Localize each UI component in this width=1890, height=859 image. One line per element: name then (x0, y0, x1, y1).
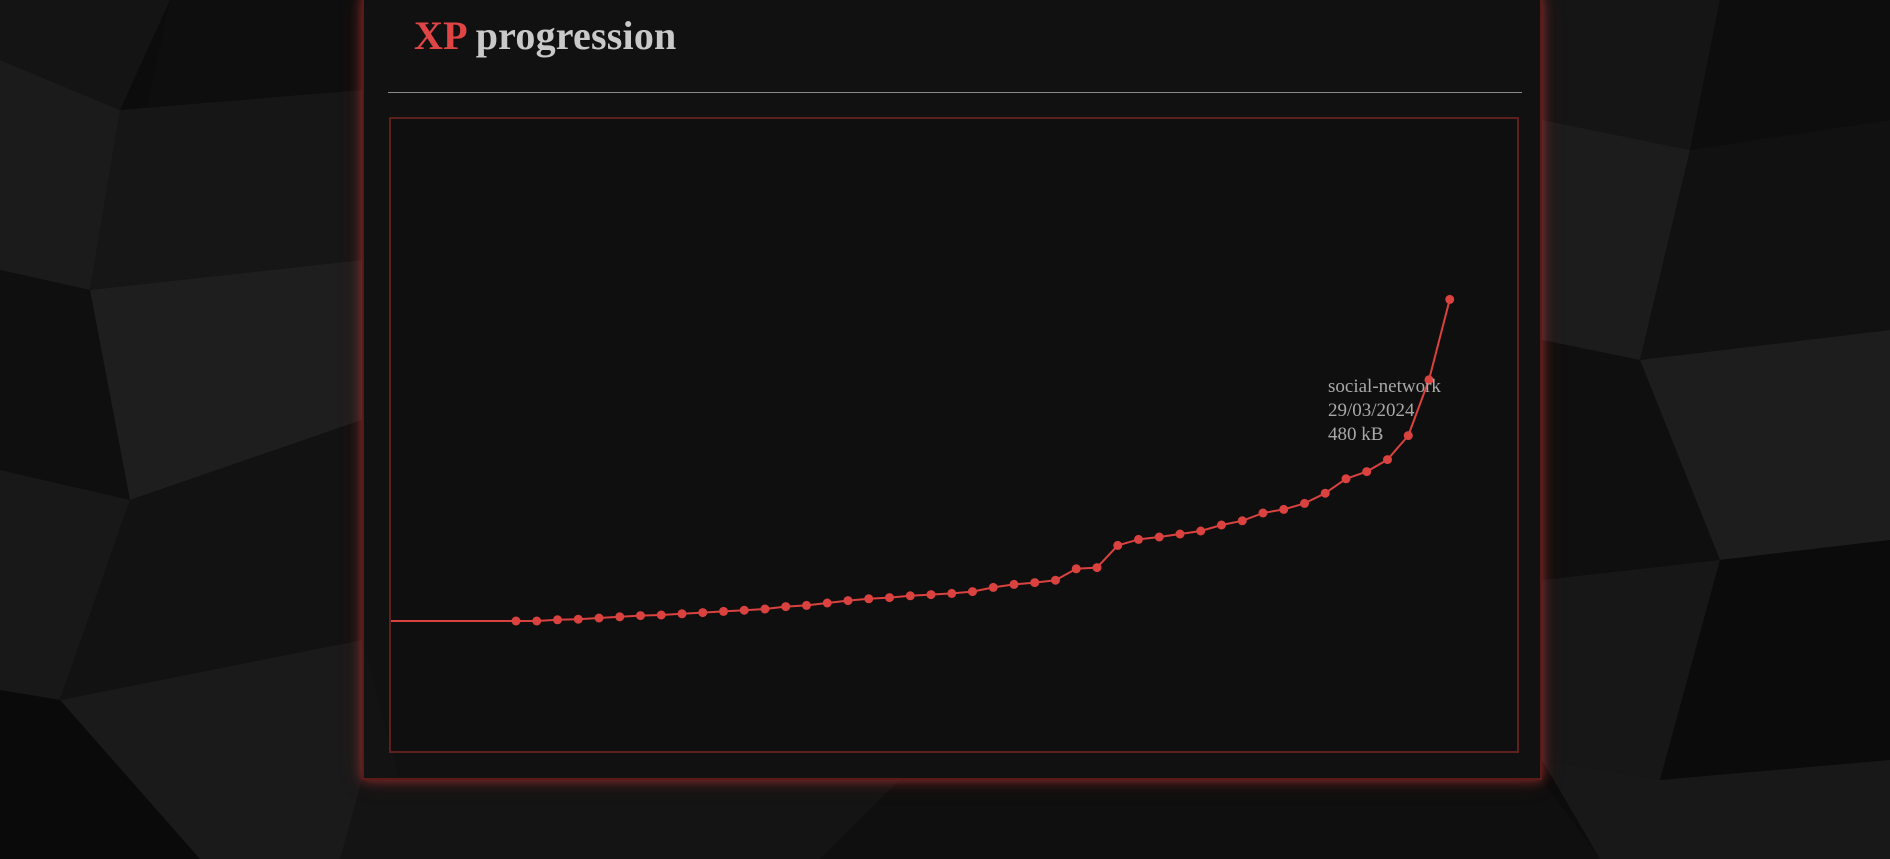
data-point[interactable] (1445, 294, 1455, 304)
data-point[interactable] (760, 604, 770, 614)
data-point[interactable] (532, 616, 542, 626)
title-accent: XP (414, 13, 466, 58)
chart-frame (389, 117, 1519, 753)
data-point[interactable] (1320, 488, 1330, 498)
data-point[interactable] (739, 605, 749, 615)
data-point[interactable] (926, 590, 936, 600)
data-point[interactable] (947, 588, 957, 598)
data-point[interactable] (1217, 520, 1226, 530)
data-point[interactable] (802, 600, 811, 610)
tooltip-date: 29/03/2024 (1328, 400, 1415, 421)
data-point[interactable] (1383, 455, 1392, 465)
data-point[interactable] (1362, 467, 1372, 477)
data-point[interactable] (1403, 431, 1413, 441)
data-point[interactable] (1175, 529, 1185, 539)
data-point[interactable] (988, 582, 998, 592)
series-line (516, 299, 1451, 622)
title-divider (388, 92, 1522, 93)
data-point[interactable] (1071, 564, 1081, 574)
data-point[interactable] (968, 587, 977, 597)
chart-tooltip: social-network 29/03/2024 480 kB (1328, 375, 1441, 447)
data-point[interactable] (843, 596, 853, 606)
data-point[interactable] (1237, 516, 1247, 526)
title-rest: progression (475, 13, 677, 58)
data-point[interactable] (615, 612, 625, 622)
data-point[interactable] (1279, 504, 1289, 514)
data-point[interactable] (698, 608, 708, 618)
tooltip-project-name: social-network (1328, 376, 1441, 397)
data-point[interactable] (553, 615, 562, 625)
data-point[interactable] (1030, 578, 1040, 588)
data-point[interactable] (719, 606, 728, 616)
data-point[interactable] (594, 613, 604, 623)
xp-line-chart[interactable] (391, 119, 1521, 755)
data-point[interactable] (1154, 532, 1164, 542)
data-point[interactable] (511, 616, 521, 626)
data-point[interactable] (677, 609, 687, 619)
data-point[interactable] (1341, 474, 1351, 484)
data-point[interactable] (781, 602, 791, 612)
tooltip-xp-value: 480 kB (1328, 424, 1384, 445)
data-point[interactable] (1196, 526, 1206, 536)
data-point[interactable] (864, 594, 874, 604)
data-point[interactable] (1258, 508, 1268, 518)
data-point[interactable] (1113, 540, 1123, 550)
page-title: XP progression (414, 12, 676, 59)
data-point[interactable] (636, 611, 645, 621)
data-point[interactable] (1424, 375, 1434, 385)
data-point[interactable] (905, 591, 915, 601)
xp-progression-panel: XP progression (362, 0, 1542, 780)
data-point[interactable] (1092, 563, 1102, 573)
data-point[interactable] (885, 593, 894, 603)
data-point[interactable] (1134, 534, 1143, 544)
data-point[interactable] (1051, 575, 1060, 585)
data-point[interactable] (573, 614, 583, 624)
data-point[interactable] (1009, 579, 1019, 589)
data-point[interactable] (1300, 498, 1309, 508)
data-point[interactable] (656, 610, 666, 620)
data-point[interactable] (822, 598, 832, 608)
